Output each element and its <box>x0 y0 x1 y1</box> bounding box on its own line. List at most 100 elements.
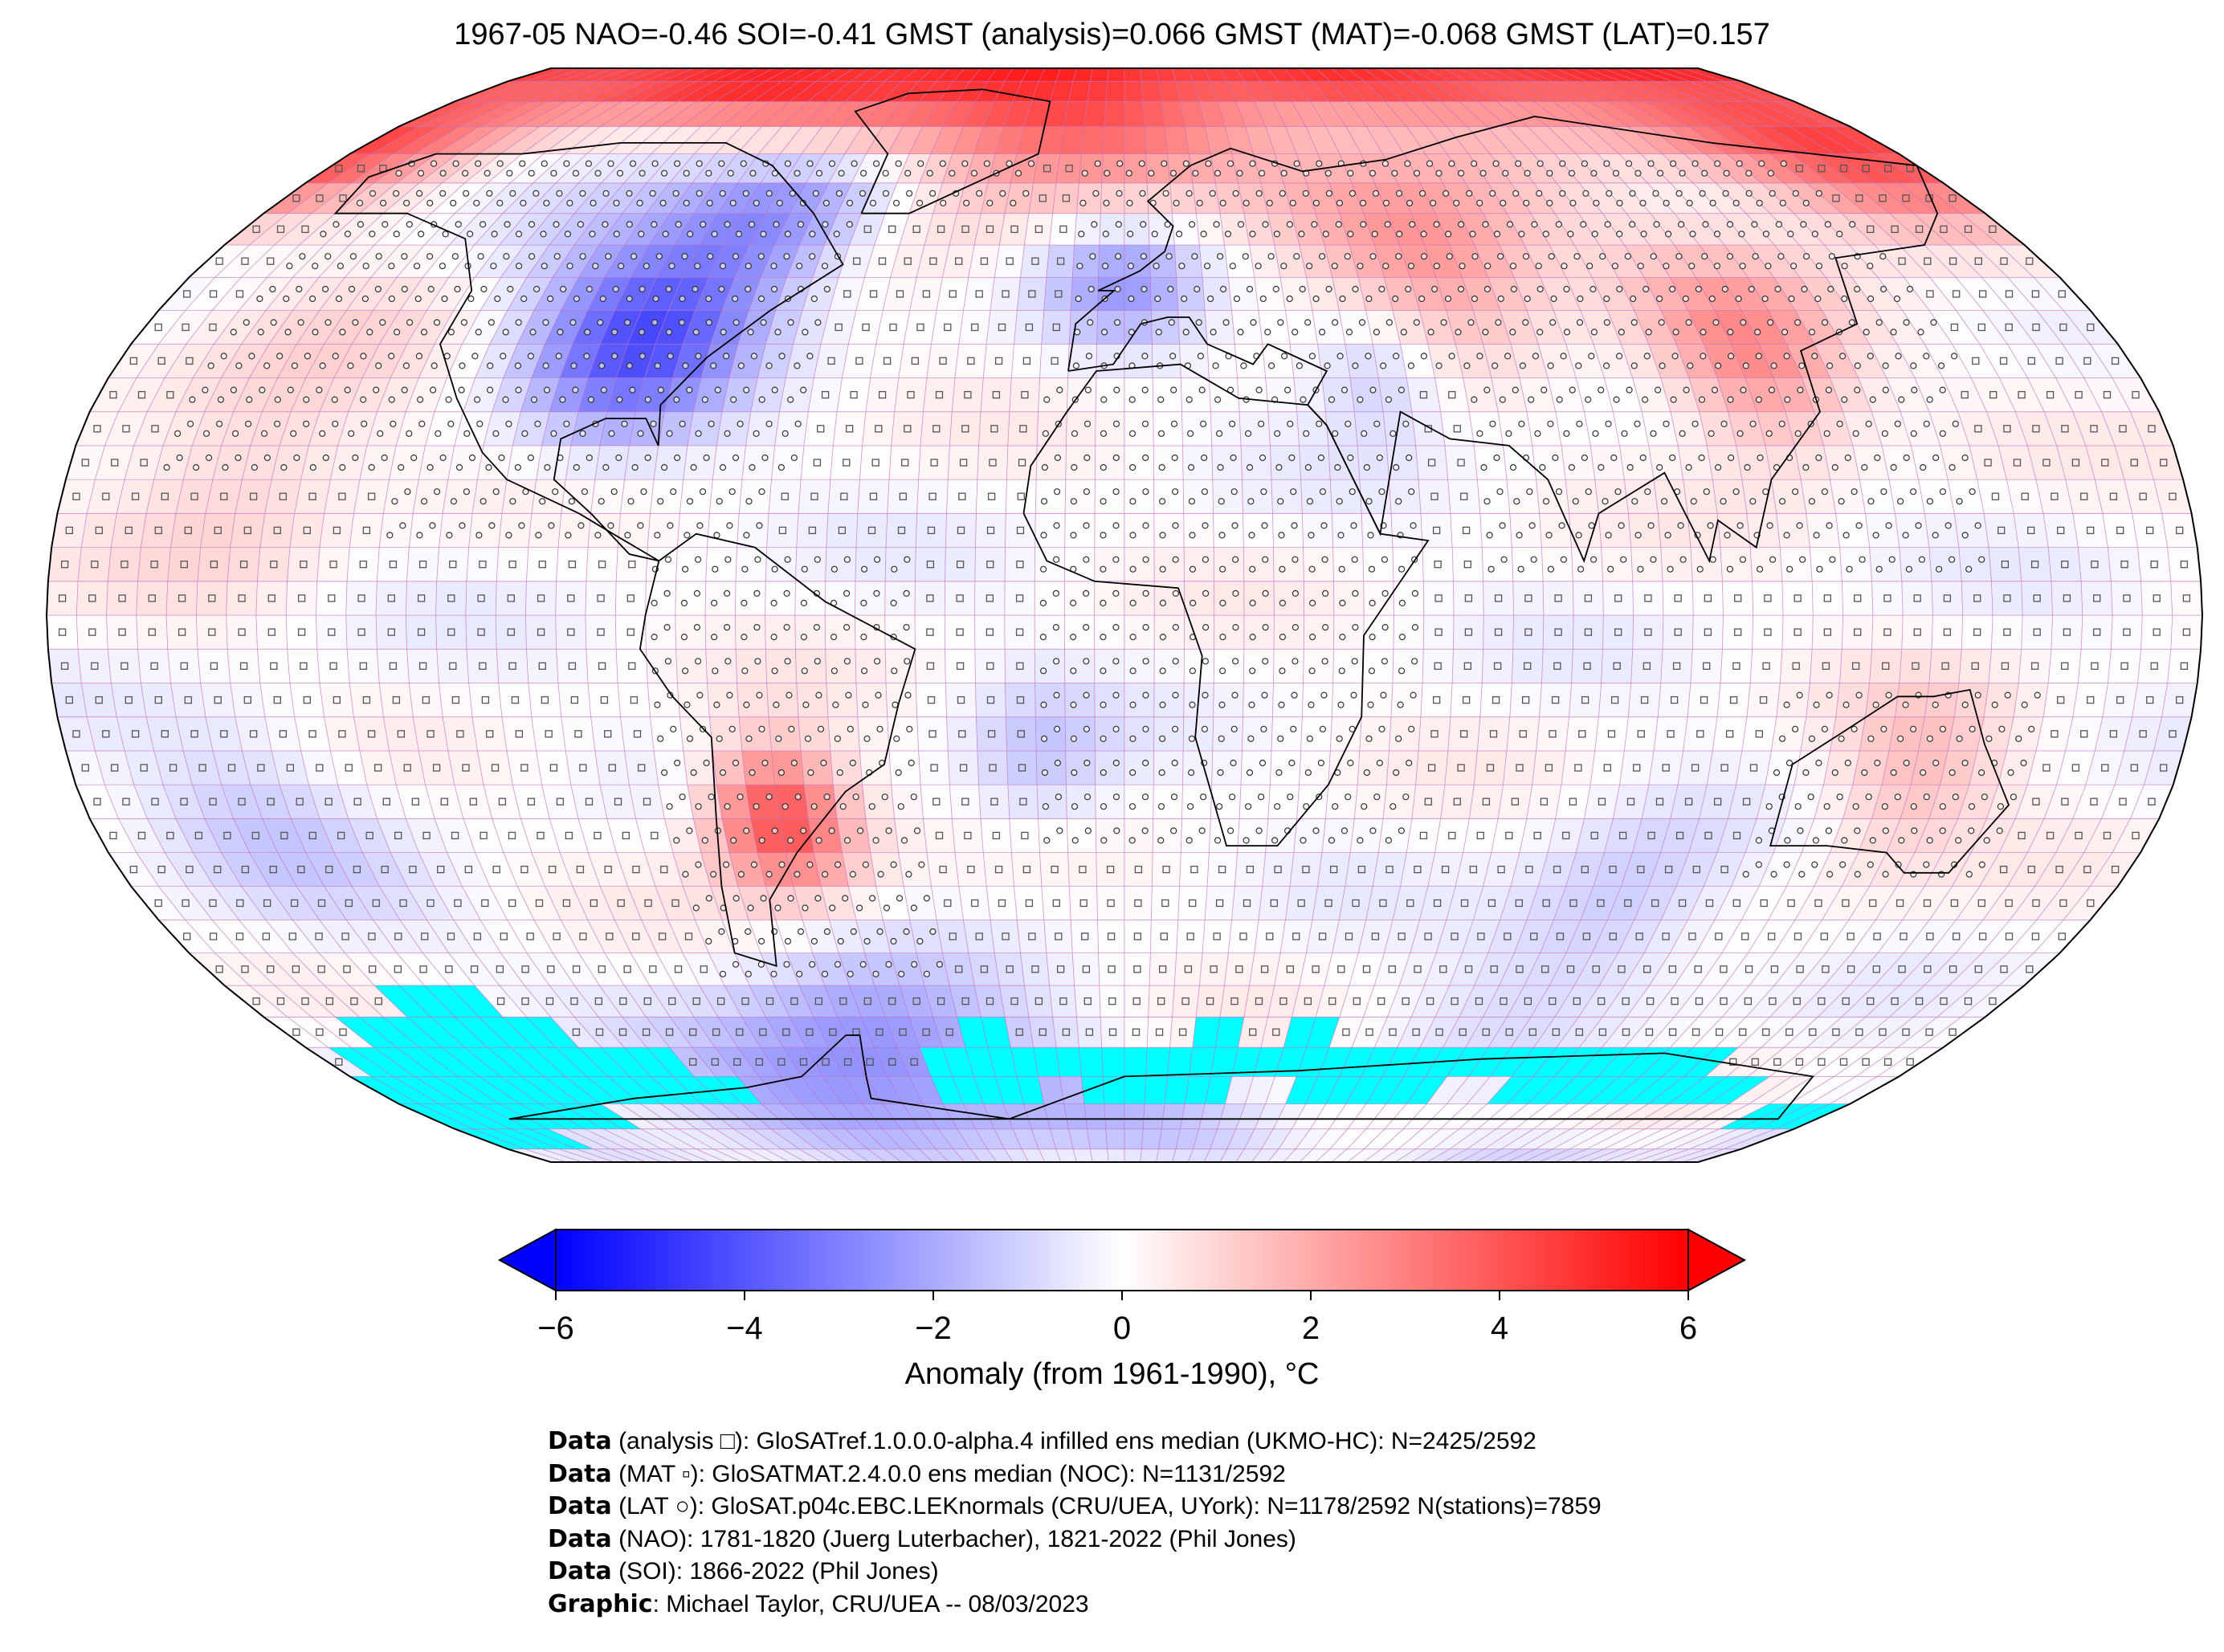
grid-cell <box>1213 512 1244 548</box>
station-marker <box>1308 633 1316 641</box>
grid-cell <box>894 377 928 413</box>
station-marker <box>1634 532 1642 539</box>
station-marker <box>1890 769 1897 777</box>
grid-cell <box>2042 683 2079 718</box>
station-marker <box>1742 871 1749 878</box>
grid-cell <box>1422 547 1454 582</box>
station-marker <box>1605 532 1612 539</box>
station-marker <box>1495 319 1502 326</box>
station-marker <box>1198 386 1206 394</box>
station-marker <box>1321 623 1329 631</box>
station-marker <box>918 861 925 868</box>
station-marker <box>1361 430 1368 437</box>
station-marker <box>1255 827 1263 834</box>
grid-cell <box>1961 581 1993 616</box>
grid-cell <box>1594 716 1629 752</box>
station-marker <box>1170 793 1178 801</box>
grid-cell <box>734 581 766 616</box>
grid-cell <box>1144 126 1169 155</box>
station-marker <box>1232 623 1239 631</box>
station-marker <box>1237 328 1244 336</box>
station-marker <box>1231 556 1239 563</box>
station-marker <box>230 328 237 336</box>
station-marker <box>1230 759 1237 767</box>
station-marker <box>1885 522 1892 529</box>
station-marker <box>391 498 398 505</box>
station-marker <box>639 285 646 293</box>
grid-cell <box>825 547 857 582</box>
grid-cell <box>110 512 147 548</box>
grid-cell <box>1619 750 1655 785</box>
station-marker <box>1799 556 1806 563</box>
station-marker <box>686 498 694 505</box>
station-marker <box>830 565 839 573</box>
station-marker <box>694 556 702 563</box>
grid-cell <box>1153 683 1185 718</box>
grid-cell <box>1153 479 1185 514</box>
grid-cell <box>741 750 776 785</box>
station-marker <box>1598 463 1605 471</box>
station-marker <box>377 430 384 437</box>
grid-cell <box>870 852 904 887</box>
station-marker <box>814 556 821 563</box>
grid-cell <box>675 547 708 582</box>
station-marker <box>1100 837 1108 844</box>
grid-cell <box>1202 920 1233 953</box>
station-marker <box>542 362 549 369</box>
station-marker <box>1128 295 1135 303</box>
station-marker <box>1292 658 1299 665</box>
station-marker <box>1526 488 1533 496</box>
station-marker <box>324 319 332 326</box>
station-marker <box>692 285 699 293</box>
station-marker <box>843 589 851 598</box>
grid-cell <box>1180 818 1211 853</box>
station-marker <box>872 970 879 977</box>
grid-cell <box>257 648 291 683</box>
grid-cell <box>915 683 948 718</box>
station-marker <box>1154 295 1161 303</box>
station-marker <box>1084 386 1092 394</box>
station-marker <box>1814 295 1822 303</box>
station-marker <box>1910 362 1917 369</box>
grid-cell <box>958 310 991 345</box>
station-marker <box>1550 295 1557 303</box>
grid-cell <box>716 784 752 819</box>
station-marker <box>1261 522 1268 529</box>
grid-cell <box>1839 648 1873 683</box>
station-marker <box>1369 386 1377 394</box>
station-marker <box>1357 396 1364 403</box>
grid-cell <box>1066 784 1096 819</box>
station-marker <box>335 295 343 303</box>
grid-cell <box>1141 80 1162 102</box>
station-marker <box>1142 725 1149 732</box>
station-marker <box>1698 454 1705 462</box>
station-marker <box>286 263 293 270</box>
station-marker <box>1157 430 1165 437</box>
station-marker <box>1129 599 1136 607</box>
station-marker <box>829 904 836 912</box>
grid-cell <box>1148 213 1175 246</box>
station-marker <box>1854 827 1861 834</box>
grid-cell <box>1265 818 1298 853</box>
station-marker <box>1158 769 1165 777</box>
station-marker <box>757 295 765 303</box>
station-marker <box>670 725 677 732</box>
grid-cell <box>1148 985 1175 1018</box>
station-marker <box>1539 463 1546 471</box>
station-marker <box>1647 522 1655 529</box>
station-marker <box>1365 735 1373 742</box>
station-marker <box>1563 328 1571 336</box>
grid-cell <box>1928 648 1962 683</box>
station-marker <box>360 353 367 360</box>
station-marker <box>1072 362 1080 369</box>
grid-cell <box>836 818 871 853</box>
station-marker <box>1040 701 1047 708</box>
station-marker <box>1199 420 1207 427</box>
grid-cell <box>1901 581 1933 616</box>
grid-cell <box>496 547 529 582</box>
station-marker <box>1978 769 1985 777</box>
station-marker <box>1240 362 1247 369</box>
grid-cell <box>555 614 587 650</box>
grid-cell <box>768 479 802 514</box>
station-marker <box>743 386 750 394</box>
